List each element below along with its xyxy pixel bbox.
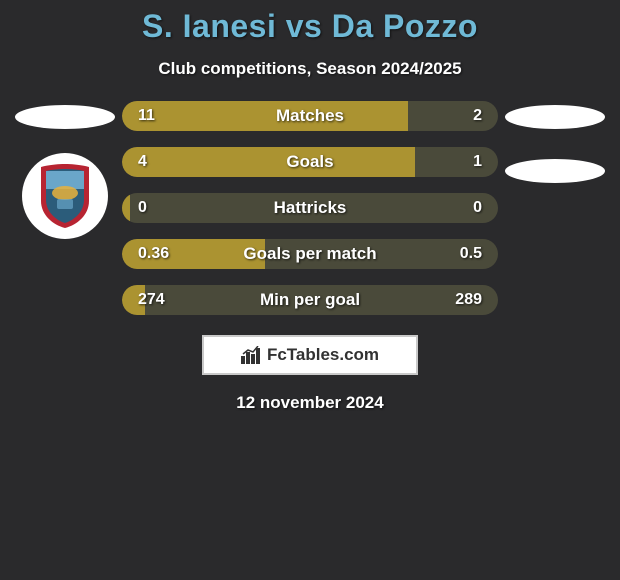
subtitle: Club competitions, Season 2024/2025 — [0, 59, 620, 79]
date-label: 12 november 2024 — [0, 393, 620, 413]
left-player-ellipse — [15, 105, 115, 129]
left-player-col — [8, 101, 122, 239]
left-club-badge — [22, 153, 108, 239]
comparison-row: 11Matches2 4Goals1 0Hattricks0 0.36Goals pe… — [0, 101, 620, 315]
stat-label: Goals per match — [122, 244, 498, 264]
stat-label: Matches — [122, 106, 498, 126]
stat-bar: 4Goals1 — [122, 147, 498, 177]
stat-right-value: 0.5 — [460, 245, 482, 263]
stat-right-value: 2 — [473, 107, 482, 125]
stat-bars: 11Matches2 4Goals1 0Hattricks0 0.36Goals pe… — [122, 101, 498, 315]
stat-bar: 11Matches2 — [122, 101, 498, 131]
right-player-ellipse-1 — [505, 105, 605, 129]
fctables-label: FcTables.com — [267, 345, 379, 365]
stat-bar: 0.36Goals per match0.5 — [122, 239, 498, 269]
stat-bar: 0Hattricks0 — [122, 193, 498, 223]
page-title: S. Ianesi vs Da Pozzo — [0, 8, 620, 45]
stat-label: Min per goal — [122, 290, 498, 310]
stat-right-value: 0 — [473, 199, 482, 217]
stat-label: Hattricks — [122, 198, 498, 218]
stat-label: Goals — [122, 152, 498, 172]
stat-right-value: 289 — [455, 291, 482, 309]
right-player-col — [498, 101, 612, 183]
stat-bar: 274Min per goal289 — [122, 285, 498, 315]
stat-right-value: 1 — [473, 153, 482, 171]
chart-icon — [241, 346, 261, 364]
right-player-ellipse-2 — [505, 159, 605, 183]
fctables-watermark: FcTables.com — [202, 335, 418, 375]
shield-icon — [37, 163, 93, 229]
